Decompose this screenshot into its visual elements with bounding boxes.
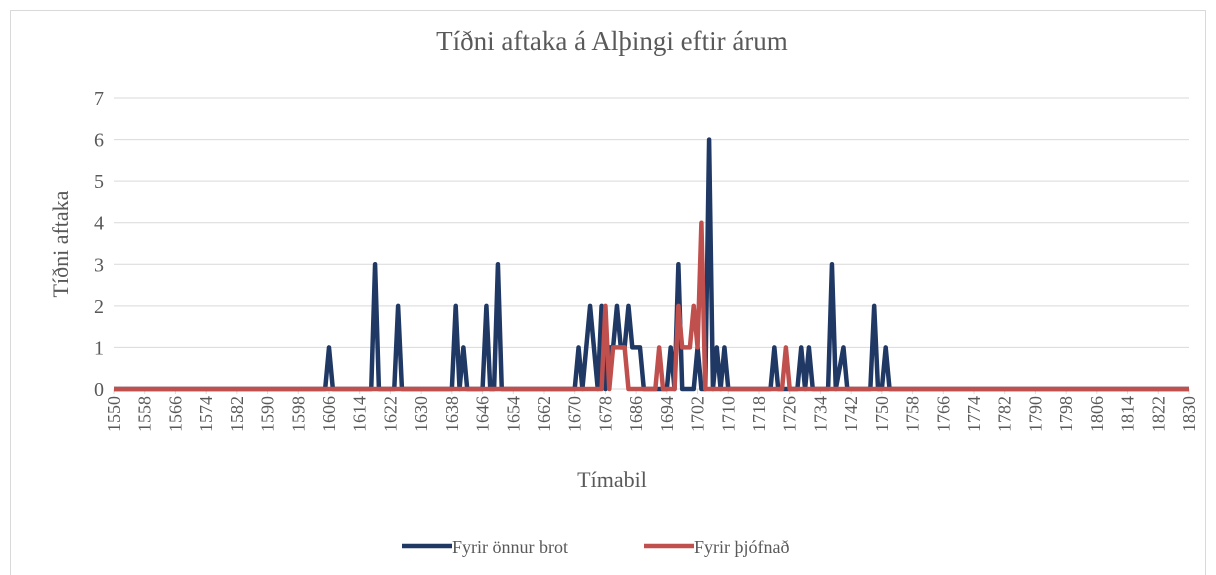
x-tick-label: 1614	[350, 396, 370, 432]
x-tick-label: 1726	[780, 396, 800, 432]
x-tick-label: 1558	[135, 396, 155, 432]
x-tick-label: 1830	[1179, 396, 1199, 432]
x-tick-label: 1798	[1056, 396, 1076, 432]
x-tick-label: 1806	[1087, 396, 1107, 432]
x-tick-label: 1694	[657, 396, 677, 432]
y-tick-label: 2	[94, 296, 104, 318]
x-tick-label: 1750	[872, 396, 892, 432]
x-tick-label: 1774	[964, 396, 984, 432]
x-tick-label: 1758	[903, 396, 923, 432]
x-tick-label: 1622	[380, 396, 400, 432]
legend-label: Fyrir önnur brot	[452, 537, 568, 557]
y-tick-label: 6	[94, 130, 104, 152]
x-tick-label: 1654	[503, 396, 523, 432]
x-tick-label: 1646	[473, 396, 493, 432]
x-tick-label: 1782	[995, 396, 1015, 432]
x-tick-label: 1766	[933, 396, 953, 432]
x-tick-label: 1662	[534, 396, 554, 432]
y-tick-label: 4	[94, 213, 104, 235]
x-tick-label: 1550	[104, 396, 124, 432]
x-tick-label: 1734	[810, 396, 830, 432]
x-tick-label: 1670	[565, 396, 585, 432]
x-tick-label: 1574	[196, 396, 216, 432]
y-tick-label: 1	[94, 337, 104, 359]
x-tick-label: 1710	[718, 396, 738, 432]
x-tick-label: 1718	[749, 396, 769, 432]
x-tick-label: 1566	[165, 396, 185, 432]
y-tick-label: 0	[94, 379, 104, 401]
y-tick-label: 7	[94, 88, 104, 110]
x-tick-label: 1638	[442, 396, 462, 432]
x-tick-label: 1742	[841, 396, 861, 432]
x-tick-label: 1686	[626, 396, 646, 432]
x-tick-label: 1702	[688, 396, 708, 432]
chart-title: Tíðni aftaka á Alþingi eftir árum	[436, 26, 788, 56]
x-tick-label: 1790	[1025, 396, 1045, 432]
chart-border	[10, 10, 1206, 575]
x-tick-label: 1678	[595, 396, 615, 432]
legend-label: Fyrir þjófnað	[694, 537, 789, 557]
x-tick-label: 1598	[288, 396, 308, 432]
x-tick-label: 1814	[1118, 396, 1138, 432]
y-tick-label: 5	[94, 171, 104, 193]
x-axis-label: Tímabil	[577, 467, 647, 492]
series-line	[114, 220, 1189, 392]
y-tick-label: 3	[94, 254, 104, 276]
x-tick-label: 1590	[258, 396, 278, 432]
y-axis-label: Tíðni aftaka	[48, 190, 73, 297]
x-tick-label: 1606	[319, 396, 339, 432]
x-tick-label: 1822	[1148, 396, 1168, 432]
x-tick-label: 1582	[227, 396, 247, 432]
x-tick-label: 1630	[411, 396, 431, 432]
